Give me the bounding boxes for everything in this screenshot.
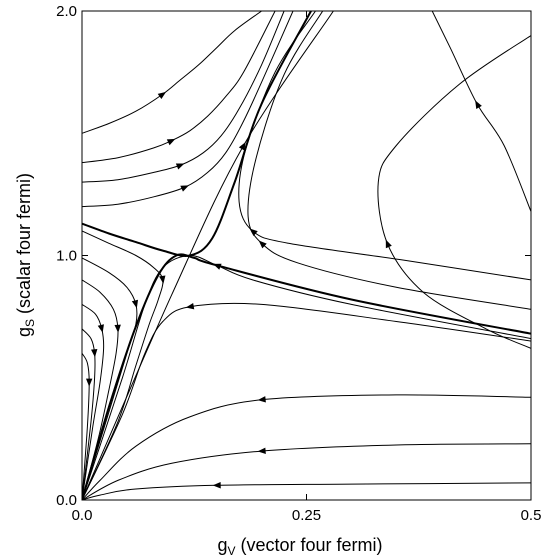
flow-arrow-icon	[159, 275, 166, 284]
x-tick-label: 0.5	[521, 507, 542, 524]
flow-line	[82, 443, 531, 500]
flow-line	[82, 11, 294, 208]
flow-line	[82, 279, 119, 500]
flow-line	[82, 328, 96, 500]
flow-line	[238, 11, 531, 281]
flow-arrow-icon	[385, 239, 392, 249]
flow-arrow-icon	[185, 303, 195, 310]
x-tick-label: 0.25	[292, 507, 321, 524]
x-axis-symbol: g	[217, 535, 227, 555]
flow-arrow-icon	[257, 447, 266, 454]
flow-arrow-icon	[175, 163, 185, 170]
flow-arrow-icon	[249, 228, 258, 237]
flow-arrow-icon	[475, 100, 482, 109]
flow-line	[82, 11, 276, 164]
flow-arrow-icon	[258, 240, 267, 249]
flow-line	[82, 257, 138, 500]
flow-line	[82, 394, 531, 500]
flow-arrow-icon	[97, 324, 104, 333]
flow-line	[82, 254, 531, 500]
flow-line	[82, 11, 334, 500]
y-tick-label: 0.0	[56, 492, 77, 509]
x-axis-subscript: V	[227, 544, 235, 558]
y-tick-label: 2.0	[56, 3, 77, 20]
flow-arrow-icon	[166, 138, 176, 146]
flow-arrow-icon	[85, 378, 93, 387]
flow-arrow-icon	[131, 299, 139, 309]
plot-area	[81, 10, 532, 501]
flow-arrow-icon	[180, 185, 189, 192]
flow-arrow-icon	[114, 324, 121, 333]
flow-arrows	[85, 91, 482, 489]
flow-arrow-icon	[212, 263, 222, 270]
separatrix-line	[82, 253, 531, 500]
flow-line	[82, 11, 285, 183]
flow-lines	[82, 11, 531, 500]
flow-arrow-icon	[91, 349, 98, 358]
flow-line	[82, 303, 105, 500]
flow-line	[377, 35, 531, 349]
flow-line	[247, 11, 531, 310]
flow-line	[82, 302, 531, 500]
y-axis-symbol: g	[14, 327, 34, 337]
flow-arrow-icon	[257, 396, 266, 403]
flow-arrow-icon	[157, 91, 167, 100]
y-axis-title: gS (scalar four fermi)	[14, 173, 37, 337]
y-axis-subscript: S	[23, 319, 37, 327]
y-axis-description: (scalar four fermi)	[14, 173, 34, 319]
tick-labels: 0.0 0.25 0.5 0.0 1.0 2.0	[56, 3, 541, 524]
flow-arrow-icon	[238, 141, 246, 151]
flow-line	[82, 11, 262, 134]
y-tick-label: 1.0	[56, 248, 77, 265]
x-axis-description: (vector four fermi)	[236, 535, 383, 555]
flow-line	[82, 230, 164, 500]
x-tick-label: 0.0	[72, 507, 93, 524]
x-axis-title: gV (vector four fermi)	[217, 535, 382, 558]
axis-ticks	[81, 10, 532, 501]
flow-arrow-icon	[212, 482, 221, 489]
